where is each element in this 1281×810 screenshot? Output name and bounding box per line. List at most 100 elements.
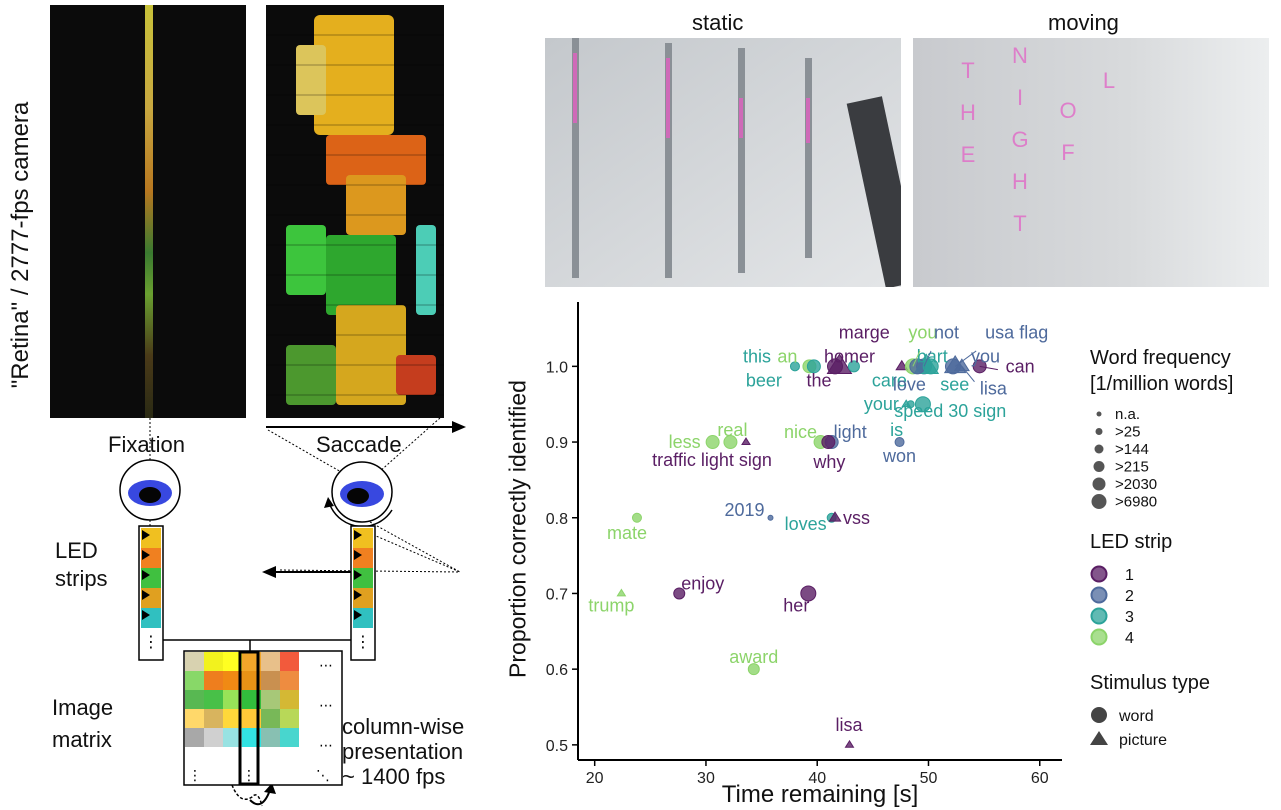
fixation-camera-frame [50,5,246,418]
data-point-word [631,512,642,523]
y-tick-label: 0.8 [546,511,568,528]
legend-strip-label: 4 [1125,630,1134,647]
data-point-label: the [807,370,832,390]
matrix-cell [261,690,280,709]
data-point-picture [616,588,627,597]
legend-strip-marker [1090,586,1108,604]
data-point-picture [895,359,909,371]
moving-letter: H [960,100,976,125]
matrix-cell [204,671,223,690]
label-leader [954,350,977,367]
svg-text:⋯: ⋯ [319,737,333,753]
data-point-word [894,437,905,448]
data-point-label: her [783,595,809,615]
image-matrix-label: Image matrix [52,695,114,752]
matrix-cell [204,690,223,709]
legend-word-marker [1091,707,1107,723]
data-point-word [789,361,800,372]
data-point-label: marge [839,322,890,342]
moving-letter: T [961,58,974,83]
fixation-eye-icon [119,459,181,521]
matrix-cell [185,709,204,728]
legend-strip-marker [1090,565,1108,583]
matrix-cell [280,652,299,671]
led-strips-label: LED strips [55,538,108,591]
svg-text:⋮: ⋮ [188,767,202,783]
moving-letter: N [1012,43,1028,68]
static-photo-label: static [692,10,744,35]
moving-letter: H [1012,169,1028,194]
matrix-cell [223,690,242,709]
chart-legend: n.a.>25>144>215>2030>6980 1 2 3 4 word picture [1090,406,1167,749]
data-point-picture [844,739,855,748]
svg-text:⋯: ⋯ [319,657,333,673]
legend-size-marker [1095,428,1103,435]
data-point-picture [741,437,751,445]
label-leader [979,365,998,371]
moving-letter: T [1013,211,1026,236]
data-point-label: trump [588,595,634,615]
matrix-cell [280,709,299,728]
data-point-word [747,663,760,676]
data-point-label: you [971,346,1000,366]
legend-stimulus-label: picture [1119,732,1167,749]
data-point-label: less [669,432,701,452]
data-point-label: won [882,446,916,466]
data-point-word [827,358,844,375]
data-point-word [800,585,817,602]
moving-letter: E [961,142,976,167]
data-point-label: this [743,346,771,366]
saccade-eye-icon [324,461,393,528]
static-photo [545,38,901,287]
matrix-cell [242,652,261,671]
legend-size-label: >6980 [1115,494,1157,511]
legend-strip-label: 3 [1125,609,1134,626]
matrix-cell [261,671,280,690]
data-point-word [705,435,720,450]
matrix-cell [185,652,204,671]
moving-letter: L [1103,68,1115,93]
data-point-picture [953,358,970,372]
data-point-label: love [893,374,926,394]
legend-size-marker [1096,411,1102,417]
matrix-cell [280,690,299,709]
led-strip-saccade: ⋮ [350,525,376,661]
moving-photo-label: moving [1048,10,1119,35]
data-point-word [673,587,686,600]
matrix-cell [242,690,261,709]
data-point-label: is [890,420,903,440]
image-matrix: ⋯ ⋯ ⋯ ⋮ ⋮ ⋱ [183,650,343,786]
legend-strip-marker [1090,607,1108,625]
y-tick-label: 0.7 [546,586,568,603]
legend-stimulus-title: Stimulus type [1090,672,1211,694]
data-point-picture [828,511,842,522]
data-point-label: why [812,452,845,472]
moving-letter: I [1017,85,1023,110]
data-point-label: 2019 [724,500,764,520]
legend-size-marker [1094,444,1104,454]
matrix-cell [242,671,261,690]
legend-strip-label: 1 [1125,567,1134,584]
data-point-label: not [934,322,959,342]
data-point-label: loves [785,514,827,534]
x-tick-label: 60 [1031,770,1049,787]
label-leader [961,366,975,383]
svg-text:⋮: ⋮ [242,767,256,783]
matrix-cell [204,709,223,728]
x-tick-label: 50 [920,770,938,787]
diagram-connectors [119,417,466,807]
data-point-label: lisa [980,378,1008,398]
data-point-label: lisa [835,715,863,735]
legend-strip-title: LED strip [1090,531,1173,553]
led-strip-fixation: ⋮ [138,525,164,661]
legend-frequency-title: Word frequency [1/million words] [1090,347,1234,395]
data-point-label: an [777,346,797,366]
legend-strip-label: 2 [1125,588,1134,605]
data-point-label: beer [746,370,782,390]
legend-size-marker [1091,494,1107,509]
data-point-word [806,359,821,374]
y-tick-label: 0.9 [546,435,568,452]
svg-text:⋱: ⋱ [316,767,330,783]
matrix-cell [204,728,223,747]
